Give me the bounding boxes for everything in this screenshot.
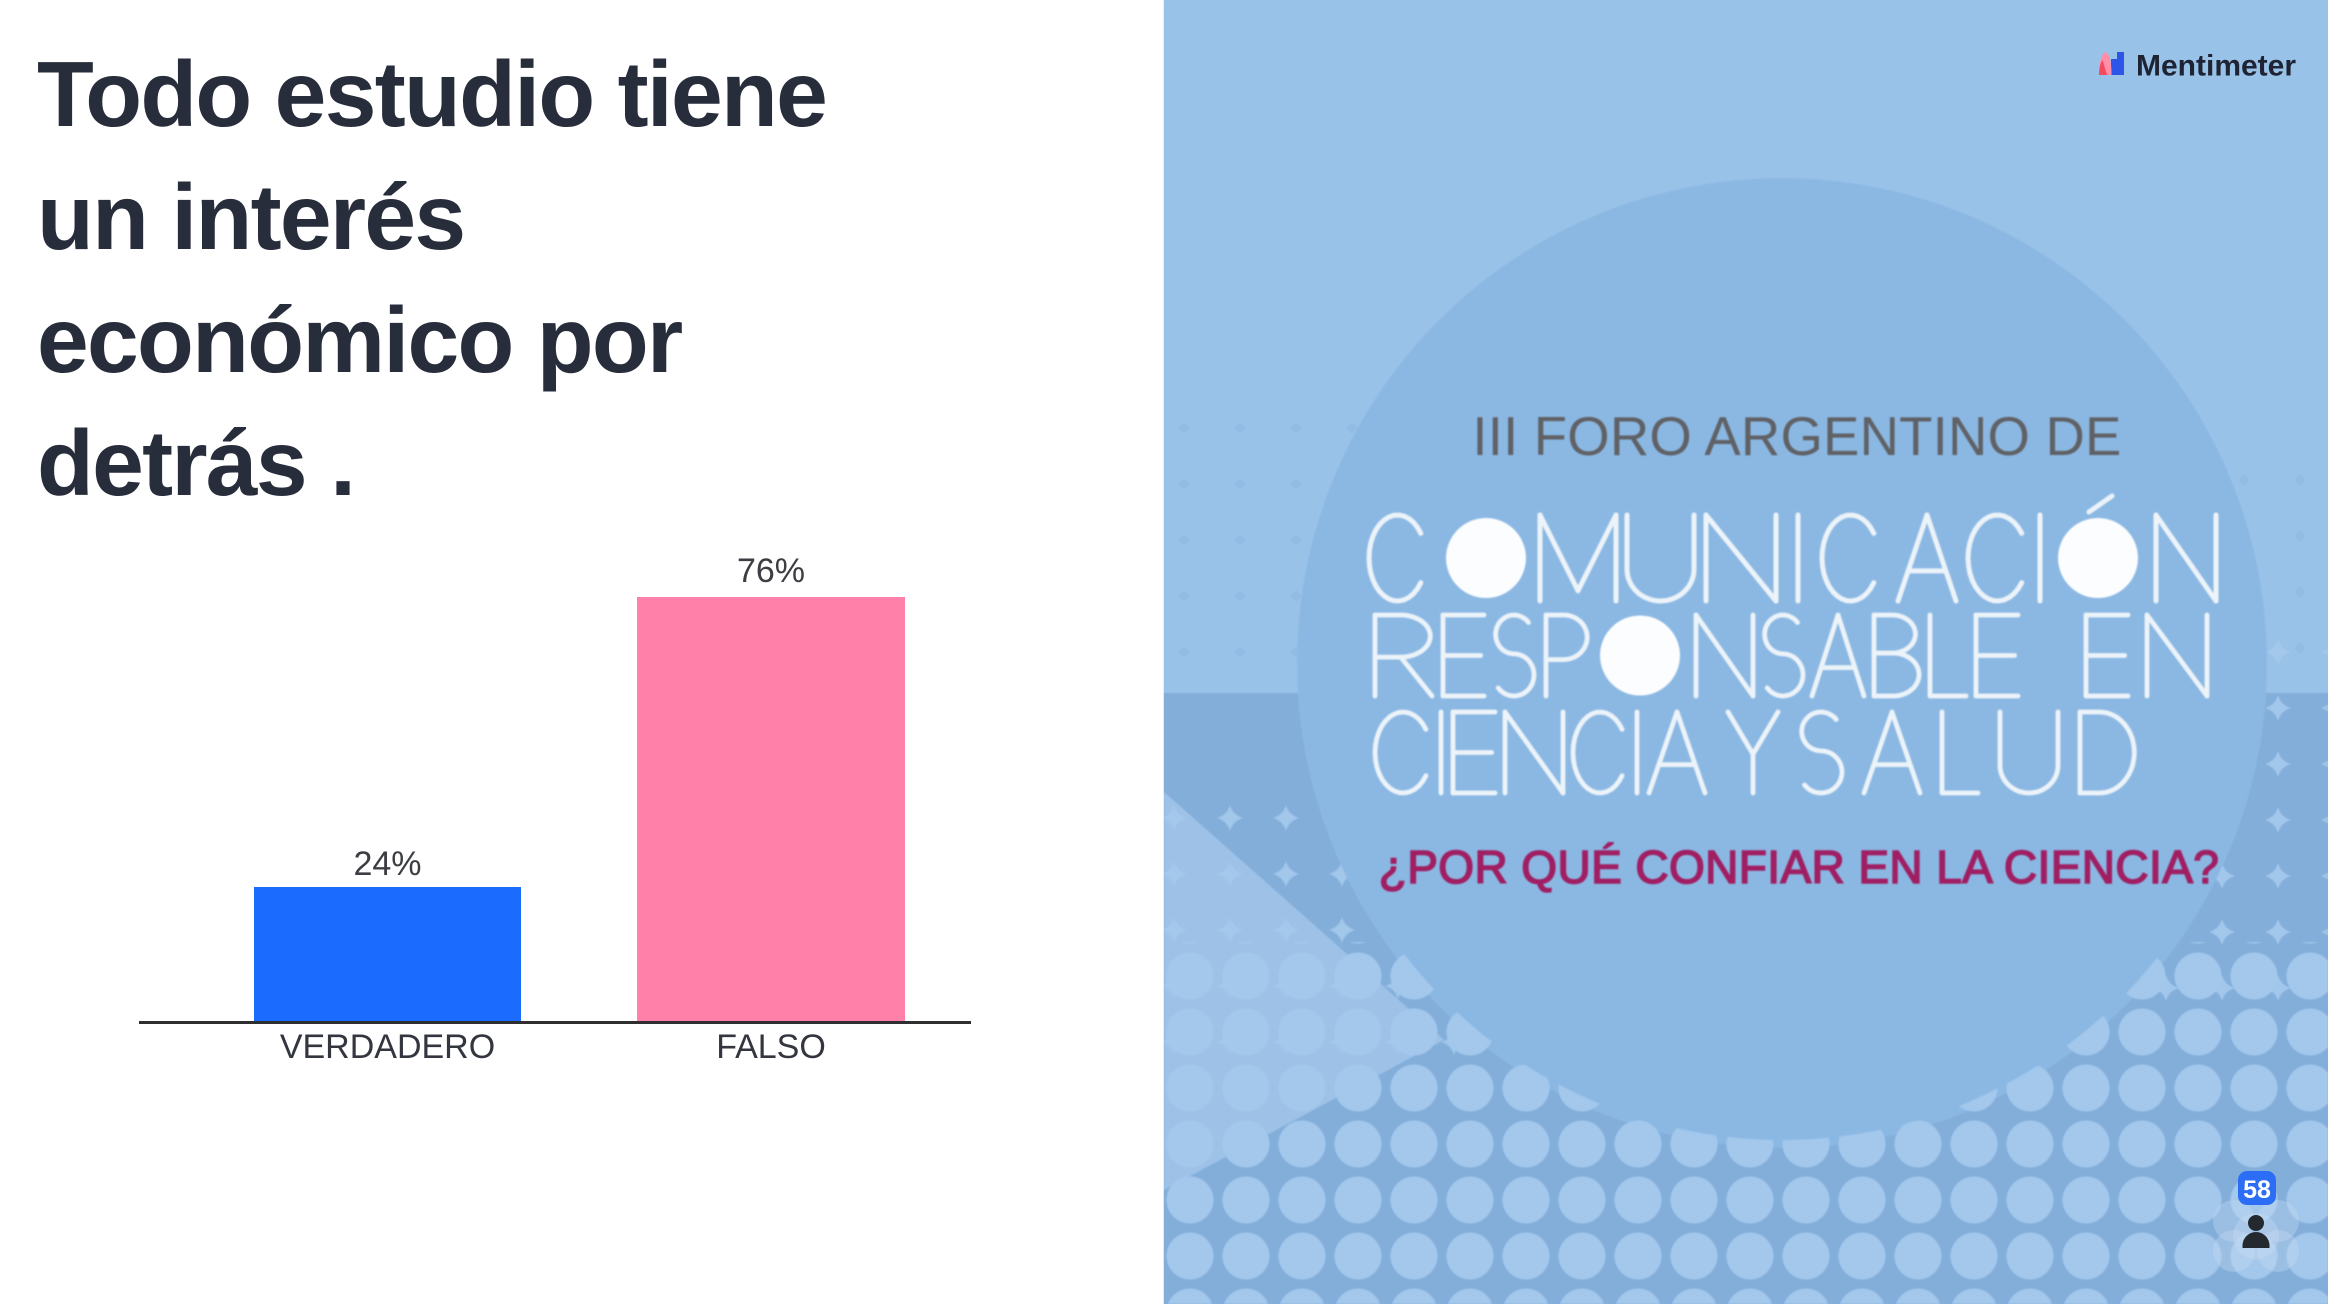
svg-text:¿POR QUÉ CONFIAR EN LA CIENCIA: ¿POR QUÉ CONFIAR EN LA CIENCIA?	[1379, 841, 2220, 893]
svg-text:III FORO ARGENTINO DE: III FORO ARGENTINO DE	[1472, 406, 2121, 467]
svg-text:Mentimeter: Mentimeter	[2136, 50, 2296, 83]
svg-text:58: 58	[2243, 1176, 2271, 1204]
